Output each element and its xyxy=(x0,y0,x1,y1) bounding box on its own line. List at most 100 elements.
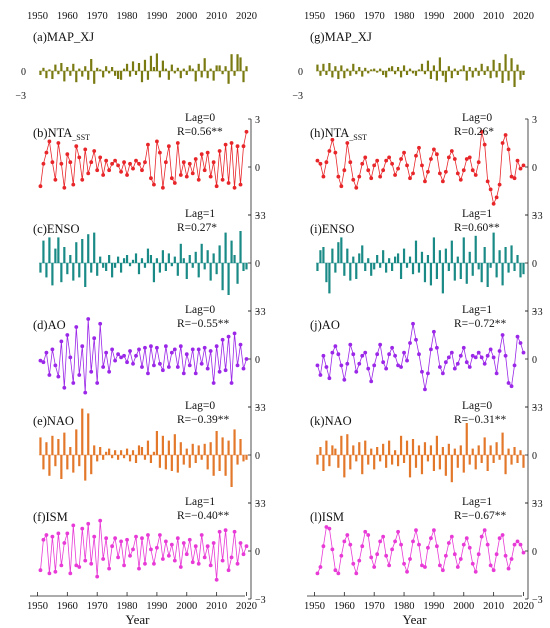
bar xyxy=(99,256,102,263)
y-tick-label: −3 xyxy=(532,499,543,510)
bar xyxy=(140,71,144,83)
bar xyxy=(471,71,474,78)
data-point xyxy=(476,552,481,557)
correlation-label: R=−0.40** xyxy=(177,510,230,522)
top-tick-label: 1970 xyxy=(364,11,385,22)
bar xyxy=(331,445,334,455)
data-point xyxy=(205,366,210,371)
data-point xyxy=(464,157,469,161)
data-point xyxy=(160,185,165,190)
data-point xyxy=(458,177,463,182)
data-point xyxy=(44,350,49,355)
bar xyxy=(453,263,456,281)
x-tick-label: 1970 xyxy=(87,601,108,612)
bar xyxy=(218,455,221,471)
data-point xyxy=(387,155,392,160)
data-point xyxy=(515,158,520,163)
bar xyxy=(188,255,191,263)
bar xyxy=(140,258,144,263)
data-point xyxy=(491,201,496,206)
bar xyxy=(441,263,444,294)
bar xyxy=(325,440,328,455)
data-point xyxy=(402,150,406,155)
lag-label: Lag=1 xyxy=(462,208,492,220)
data-point xyxy=(190,560,195,565)
bar xyxy=(152,263,156,283)
bar xyxy=(164,455,167,470)
bar xyxy=(194,251,197,263)
data-point xyxy=(172,181,177,185)
data-point xyxy=(232,529,237,534)
data-point xyxy=(104,158,109,163)
data-point xyxy=(518,166,523,171)
data-point xyxy=(229,141,234,145)
data-point xyxy=(342,377,347,382)
y-tick-label: 3 xyxy=(255,403,260,414)
data-point xyxy=(107,566,112,571)
bar xyxy=(465,263,468,284)
bar xyxy=(164,68,167,71)
bar xyxy=(471,448,474,455)
y-tick-label: 3 xyxy=(532,403,537,414)
data-point xyxy=(41,161,46,166)
data-point xyxy=(172,347,177,352)
data-point xyxy=(137,161,141,166)
bar xyxy=(191,263,194,268)
y-tick-label: 0 xyxy=(21,67,26,78)
data-point xyxy=(488,187,493,192)
correlation-label: R=0.26* xyxy=(454,126,494,138)
bar xyxy=(245,455,248,460)
bar xyxy=(131,259,135,263)
bar xyxy=(516,455,519,463)
data-point xyxy=(479,129,484,134)
bar xyxy=(69,71,72,76)
x-tick-label: 1960 xyxy=(334,601,355,612)
y-tick-label: −3 xyxy=(255,307,266,318)
top-tick-label: 1970 xyxy=(87,11,108,22)
bar xyxy=(131,61,135,71)
data-point xyxy=(157,150,162,155)
bar xyxy=(480,455,483,463)
bar xyxy=(81,408,84,455)
bar xyxy=(72,455,75,473)
bar xyxy=(507,71,510,81)
y-tick-label: −3 xyxy=(532,211,543,222)
bar xyxy=(414,455,418,468)
bar xyxy=(343,455,346,478)
data-point xyxy=(122,160,126,165)
data-point xyxy=(38,358,43,363)
data-point xyxy=(226,568,231,573)
data-point xyxy=(509,557,514,561)
bar xyxy=(438,250,441,263)
bar xyxy=(239,231,242,263)
data-point xyxy=(402,561,406,566)
bar xyxy=(96,263,99,276)
data-point xyxy=(128,161,132,166)
bar xyxy=(170,64,173,71)
bar xyxy=(114,71,117,76)
data-point xyxy=(152,561,156,566)
panel-label: (i)ENSO xyxy=(310,222,354,236)
bar xyxy=(224,66,227,71)
bar xyxy=(399,435,403,455)
bar xyxy=(486,455,489,471)
data-point xyxy=(360,544,365,549)
bar xyxy=(99,447,102,455)
bar xyxy=(373,263,376,270)
bar xyxy=(519,71,522,80)
bar xyxy=(388,258,391,263)
bar xyxy=(504,247,507,263)
bar xyxy=(54,64,57,71)
data-point xyxy=(196,177,201,182)
bar xyxy=(233,255,236,263)
bar xyxy=(456,256,459,263)
data-point xyxy=(65,152,70,157)
data-point xyxy=(202,168,207,173)
data-point xyxy=(83,558,88,563)
data-point xyxy=(452,157,457,161)
bar xyxy=(492,455,495,463)
y-tick-label: −3 xyxy=(292,91,303,102)
data-point xyxy=(187,161,192,166)
data-point xyxy=(53,177,58,182)
data-point xyxy=(327,149,332,153)
